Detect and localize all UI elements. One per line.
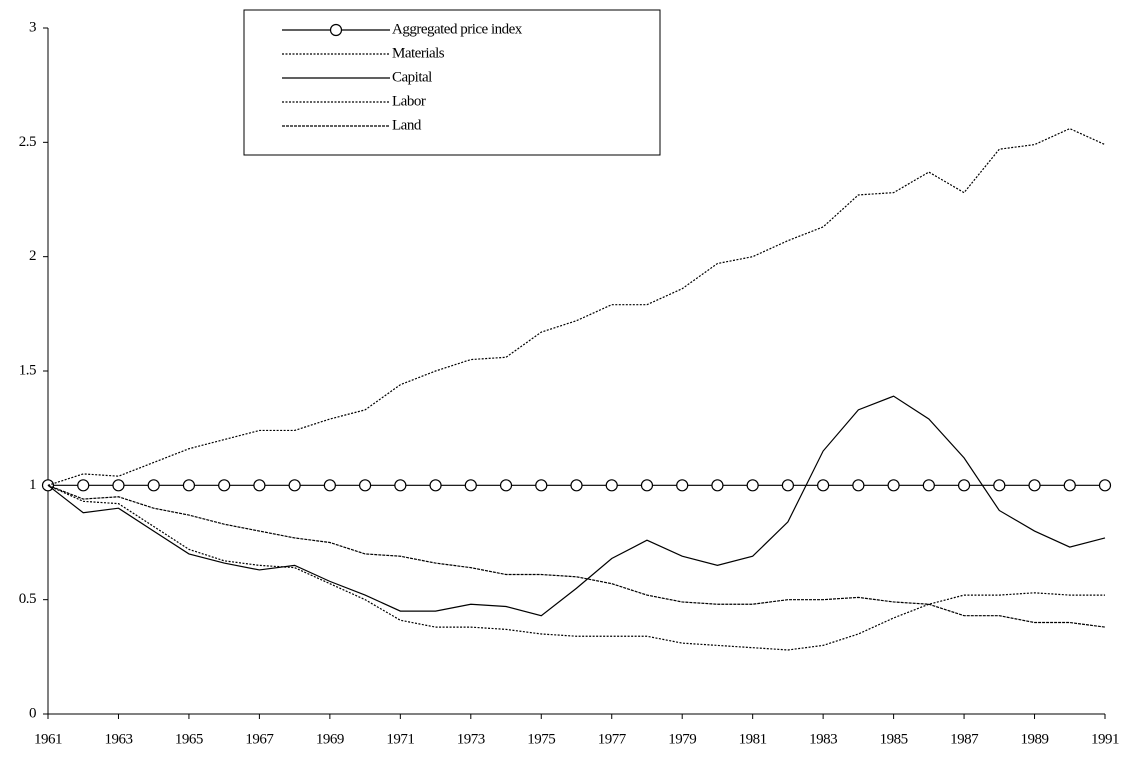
x-tick-label: 1985: [880, 731, 908, 747]
series-marker: [640, 479, 654, 492]
series-marker: [817, 479, 830, 492]
series-marker: [535, 479, 548, 492]
y-tick-label: 3: [29, 19, 36, 35]
series-marker: [1063, 479, 1076, 492]
legend-box: [243, 9, 661, 156]
y-tick-label: 0: [29, 705, 36, 721]
legend-label: Materials: [392, 45, 445, 61]
x-tick-label: 1969: [316, 731, 344, 747]
x-tick-label: 1963: [104, 731, 132, 747]
series-marker: [499, 479, 513, 492]
series-marker: [288, 479, 301, 492]
x-tick-label: 1983: [809, 731, 837, 747]
series-marker: [922, 479, 935, 492]
series-marker: [781, 479, 795, 492]
y-tick-label: 1: [29, 477, 36, 493]
x-tick-label: 1961: [34, 731, 62, 747]
x-tick-label: 1971: [386, 731, 414, 747]
series-marker: [253, 479, 266, 492]
series-marker: [570, 479, 583, 492]
x-tick-label: 1987: [950, 731, 979, 747]
legend-label: Capital: [392, 69, 432, 85]
series-marker: [957, 479, 971, 492]
series-marker: [359, 479, 372, 492]
series-marker: [218, 479, 231, 492]
series-marker: [887, 479, 900, 492]
legend-label: Labor: [392, 93, 426, 109]
legend-marker: [329, 23, 343, 37]
series-line: [47, 395, 1106, 617]
series-marker: [323, 479, 336, 492]
x-tick-label: 1967: [245, 731, 274, 747]
series-marker: [182, 479, 196, 492]
series-marker: [711, 479, 724, 492]
y-tick-label: 2: [29, 248, 36, 264]
y-tick-label: 2.5: [19, 134, 36, 150]
series-line: [47, 484, 1105, 651]
series-marker: [676, 479, 689, 492]
series-marker: [993, 479, 1006, 492]
series-marker: [112, 479, 125, 492]
x-tick-label: 1989: [1021, 731, 1049, 747]
series-line: [47, 127, 1106, 486]
series-line: [47, 484, 1106, 628]
series-marker: [605, 479, 618, 492]
x-tick-label: 1965: [175, 731, 203, 747]
x-tick-label: 1973: [457, 731, 485, 747]
series-marker: [746, 479, 759, 492]
x-tick-label: 1979: [668, 731, 696, 747]
series-marker: [147, 479, 160, 492]
legend-label: Land: [392, 117, 422, 133]
series-marker: [1028, 479, 1041, 492]
series-marker: [394, 479, 407, 492]
series-marker: [464, 479, 477, 492]
legend-label: Aggregated price index: [392, 21, 523, 37]
x-tick-label: 1991: [1091, 731, 1119, 747]
series-marker: [77, 479, 90, 492]
x-tick-label: 1981: [739, 731, 767, 747]
series-marker: [1098, 479, 1112, 492]
series-marker: [429, 479, 442, 492]
x-tick-label: 1977: [598, 731, 627, 747]
x-tick-label: 1975: [527, 731, 555, 747]
y-tick-label: 0.5: [19, 591, 36, 607]
y-tick-label: 1.5: [19, 362, 36, 378]
series-marker: [852, 479, 865, 492]
